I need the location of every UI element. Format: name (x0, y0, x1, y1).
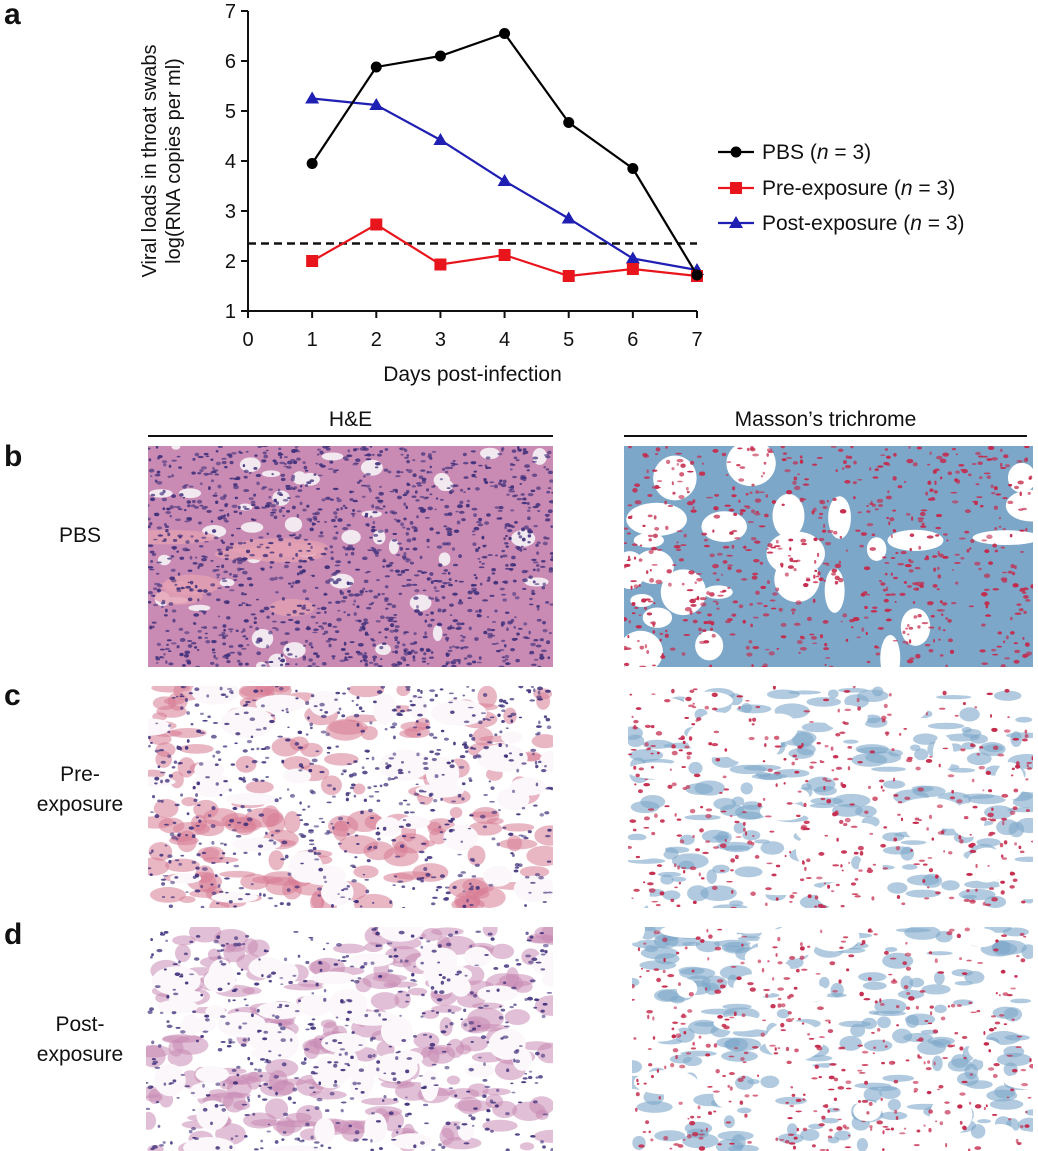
legend-marker (731, 147, 742, 158)
y-axis-label-line: log(RNA copies per ml) (163, 58, 185, 264)
x-tick-label: 6 (627, 329, 638, 351)
y-tick-label: 3 (225, 201, 236, 223)
data-point-square (306, 255, 318, 267)
y-axis-label-line: Viral loads in throat swabs (139, 44, 161, 277)
data-point-square (563, 270, 575, 282)
y-tick-label: 5 (225, 101, 236, 123)
column-rule-masson (624, 435, 1027, 437)
row-label-pre-exposure: Pre- exposure (20, 760, 140, 820)
data-point-triangle (498, 174, 512, 186)
data-point-square (627, 263, 639, 275)
y-tick-label: 6 (225, 51, 236, 73)
y-tick-label: 1 (225, 301, 236, 323)
micrograph-he-post-exposure (146, 927, 553, 1151)
row-label-pre-line2: exposure (20, 790, 140, 820)
y-tick-label: 4 (225, 151, 236, 173)
y-tick-label: 7 (225, 1, 236, 23)
data-point-circle (499, 28, 510, 39)
data-point-triangle (305, 92, 319, 104)
x-tick-label: 5 (563, 329, 574, 351)
x-tick-label: 7 (691, 329, 702, 351)
row-label-post-line2: exposure (20, 1040, 140, 1070)
micrograph-masson-post-exposure (632, 927, 1033, 1151)
panel-b-letter: b (4, 442, 22, 472)
data-point-triangle (562, 212, 576, 224)
data-point-circle (627, 163, 638, 174)
data-point-circle (563, 117, 574, 128)
data-point-square (370, 219, 382, 231)
row-label-pbs: PBS (20, 521, 140, 551)
row-label-pbs-line1: PBS (20, 521, 140, 551)
micrograph-masson-pre-exposure (628, 686, 1033, 908)
column-header-masson: Masson’s trichrome (624, 408, 1027, 432)
data-point-triangle (433, 133, 447, 145)
legend-label: PBS (n = 3) (762, 141, 871, 164)
column-header-he: H&E (148, 408, 553, 432)
row-label-pre-line1: Pre- (20, 760, 140, 790)
data-point-circle (371, 62, 382, 73)
data-point-square (499, 249, 511, 261)
legend-label: Post-exposure (n = 3) (762, 212, 965, 235)
y-tick-label: 2 (225, 251, 236, 273)
x-axis-label: Days post-infection (383, 363, 562, 386)
data-point-circle (692, 270, 703, 281)
data-point-circle (435, 51, 446, 62)
panel-c-letter: c (4, 681, 21, 711)
data-point-triangle (626, 252, 640, 264)
micrograph-masson-pbs (624, 446, 1033, 667)
data-point-square (434, 259, 446, 271)
panel-d-letter: d (4, 920, 22, 950)
x-tick-label: 1 (307, 329, 318, 351)
micrograph-he-pbs (148, 446, 553, 667)
data-point-circle (307, 158, 318, 169)
legend-label: Pre-exposure (n = 3) (762, 177, 955, 200)
micrograph-he-pre-exposure (148, 686, 553, 908)
row-label-post-exposure: Post- exposure (20, 1010, 140, 1070)
column-rule-he (148, 435, 553, 437)
x-tick-label: 3 (435, 329, 446, 351)
series-line-circle (312, 34, 697, 276)
legend-marker (730, 182, 742, 194)
row-label-post-line1: Post- (20, 1010, 140, 1040)
x-tick-label: 2 (371, 329, 382, 351)
x-tick-label: 0 (242, 329, 253, 351)
x-tick-label: 4 (499, 329, 510, 351)
